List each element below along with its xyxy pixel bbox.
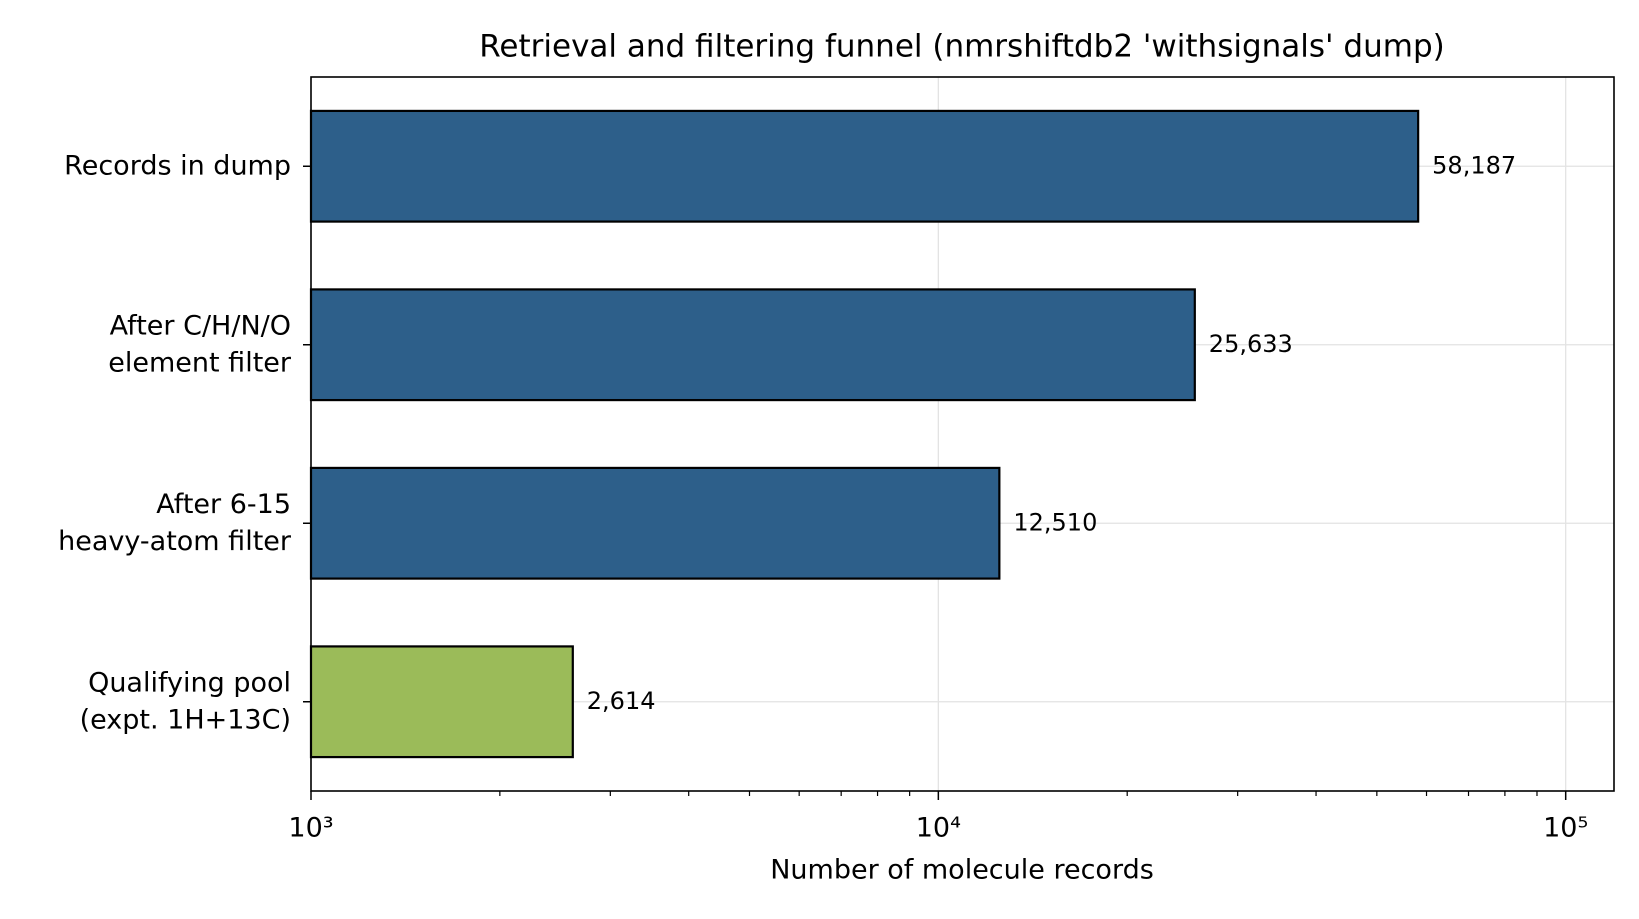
value-label: 2,614 [587,687,656,715]
x-axis-label: Number of molecule records [770,855,1154,886]
y-tick-label: After C/H/N/O element filter [108,310,292,378]
x-tick-label: 10⁵ [1543,813,1588,844]
bar [309,466,1001,580]
y-tick-label-line: Records in dump [64,150,291,181]
y-tick-label: Records in dump [64,150,291,181]
chart-title: Retrieval and filtering funnel (nmrshift… [479,29,1444,65]
y-tick-label-line: After C/H/N/O [110,310,291,341]
x-tick-label: 10⁴ [916,813,961,844]
plot-frame [310,76,1615,792]
y-tick-label-line: (expt. 1H+13C) [80,704,291,735]
y-tick-label: After 6-15 heavy-atom filter [58,488,292,556]
bar [309,288,1196,402]
x-tick-label: 10³ [288,813,333,844]
value-label: 58,187 [1432,151,1516,179]
value-label: 25,633 [1209,330,1293,358]
y-tick-label-line: After 6-15 [156,488,291,519]
value-label: 12,510 [1013,508,1097,536]
y-tick-label-line: heavy-atom filter [58,525,292,556]
y-tick-label-line: element filter [108,347,292,378]
y-tick-label: Qualifying pool (expt. 1H+13C) [80,667,291,735]
y-tick-label-line: Qualifying pool [88,667,291,698]
bar [309,109,1420,223]
bar [309,645,574,759]
